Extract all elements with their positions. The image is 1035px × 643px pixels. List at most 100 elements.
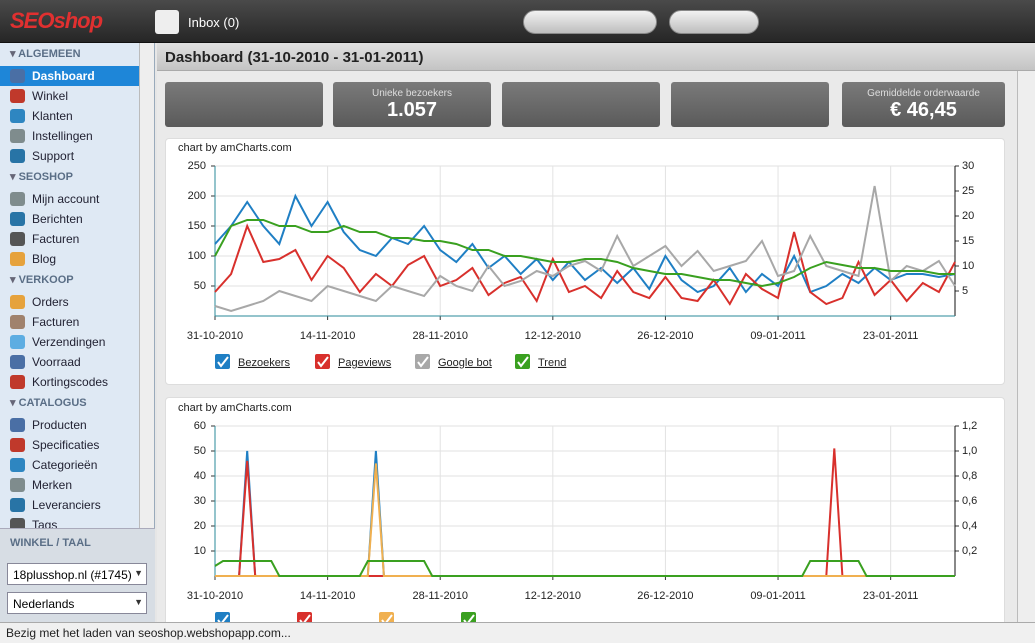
status-bar: Bezig met het laden van seoshop.webshopa… bbox=[0, 622, 1035, 643]
store-panel: WINKEL / TAAL 18plusshop.nl (#1745) Nede… bbox=[0, 528, 155, 622]
stat-box bbox=[671, 82, 829, 127]
menu-label: Winkel bbox=[32, 89, 69, 103]
menu-icon bbox=[10, 355, 25, 369]
menu-item[interactable]: Voorraad bbox=[0, 352, 139, 372]
chart-panel bbox=[165, 397, 1005, 637]
scrollbar[interactable] bbox=[139, 43, 154, 528]
menu-icon bbox=[10, 89, 25, 103]
legend-check bbox=[417, 356, 429, 368]
menu-label: Orders bbox=[32, 295, 69, 309]
series-line bbox=[215, 448, 955, 577]
menu-item[interactable]: Tags bbox=[0, 515, 139, 528]
menu-icon bbox=[10, 418, 25, 432]
y-tick-label: 10 bbox=[194, 545, 206, 557]
stat-box bbox=[165, 82, 323, 127]
y2-tick-label: 25 bbox=[962, 185, 974, 197]
y-tick-label: 60 bbox=[194, 420, 206, 432]
menu-item[interactable]: Mijn account bbox=[0, 189, 139, 209]
tool-buttons[interactable] bbox=[669, 10, 759, 34]
x-tick-label: 31-10-2010 bbox=[187, 590, 243, 602]
legend-label[interactable]: Trend bbox=[538, 357, 566, 369]
menu-item[interactable]: Producten bbox=[0, 415, 139, 435]
menu-item[interactable]: Leveranciers bbox=[0, 495, 139, 515]
series-line bbox=[214, 560, 955, 577]
menu-item[interactable]: Orders bbox=[0, 292, 139, 312]
legend-label[interactable]: Google bot bbox=[438, 357, 492, 369]
series-line bbox=[215, 450, 955, 577]
x-tick-label: 26-12-2010 bbox=[637, 590, 693, 602]
menu-label: Facturen bbox=[32, 232, 80, 246]
x-tick-label: 09-01-2011 bbox=[750, 590, 805, 602]
scrollbar[interactable] bbox=[1017, 71, 1035, 622]
menu-label: Berichten bbox=[32, 212, 83, 226]
menu-icon bbox=[10, 315, 25, 329]
y-tick-label: 150 bbox=[188, 220, 206, 232]
legend-label[interactable]: Bezoekers bbox=[238, 357, 290, 369]
legend-check bbox=[217, 356, 229, 368]
y2-tick-label: 0,2 bbox=[962, 545, 977, 557]
menu-item[interactable]: Merken bbox=[0, 475, 139, 495]
x-tick-label: 09-01-2011 bbox=[750, 330, 805, 342]
top-bar: SEOshop Inbox (0) bbox=[0, 0, 1035, 43]
menu-item[interactable]: Berichten bbox=[0, 209, 139, 229]
y2-tick-label: 5 bbox=[962, 285, 968, 297]
menu-section: ALGEMEEN bbox=[0, 43, 139, 66]
menu-label: Instellingen bbox=[32, 129, 93, 143]
series-line bbox=[215, 463, 955, 577]
menu-label: Merken bbox=[32, 478, 73, 492]
menu-item[interactable]: Dashboard bbox=[0, 66, 139, 86]
menu-item[interactable]: Instellingen bbox=[0, 126, 139, 146]
menu-item[interactable]: Facturen bbox=[0, 312, 139, 332]
menu-icon bbox=[10, 438, 25, 452]
x-tick-label: 28-11-2010 bbox=[412, 590, 467, 602]
inbox[interactable]: Inbox (0) bbox=[188, 15, 240, 30]
menu-item[interactable]: Specificaties bbox=[0, 435, 139, 455]
menu-label: Voorraad bbox=[32, 355, 81, 369]
y2-tick-label: 1,0 bbox=[962, 445, 977, 457]
menu-item[interactable]: Blog bbox=[0, 249, 139, 269]
y-tick-label: 250 bbox=[188, 160, 206, 172]
stat-label: Unieke bezoekers bbox=[371, 88, 453, 99]
menu-item[interactable]: Klanten bbox=[0, 106, 139, 126]
menu-icon bbox=[10, 129, 25, 143]
menu-icon bbox=[10, 149, 25, 163]
page-title: Dashboard (31-10-2010 - 31-01-2011) bbox=[157, 43, 1035, 71]
y2-tick-label: 0,6 bbox=[962, 495, 977, 507]
legend-check bbox=[463, 614, 475, 622]
legend-checkbox bbox=[515, 354, 530, 369]
menu-icon bbox=[10, 212, 25, 226]
y-tick-label: 40 bbox=[194, 470, 206, 482]
stat-box: Unieke bezoekers 1.057 bbox=[333, 82, 491, 127]
menu-item[interactable]: Verzendingen bbox=[0, 332, 139, 352]
y-tick-label: 200 bbox=[188, 190, 206, 202]
menu-label: Dashboard bbox=[32, 69, 95, 83]
menu-icon bbox=[10, 69, 25, 83]
y2-tick-label: 30 bbox=[962, 160, 974, 172]
y-tick-label: 30 bbox=[194, 495, 206, 507]
menu-label: Klanten bbox=[32, 109, 73, 123]
language-select[interactable]: Nederlands bbox=[7, 592, 147, 614]
legend-check bbox=[517, 356, 529, 368]
y-tick-label: 20 bbox=[194, 520, 206, 532]
stat-box bbox=[502, 82, 660, 127]
x-tick-label: 23-01-2011 bbox=[863, 330, 918, 342]
menu-item[interactable]: Winkel bbox=[0, 86, 139, 106]
legend-label[interactable]: Pageviews bbox=[338, 357, 392, 369]
menu-item[interactable]: Facturen bbox=[0, 229, 139, 249]
store-select[interactable]: 18plusshop.nl (#1745) bbox=[7, 563, 147, 585]
menu-item[interactable]: Categorieën bbox=[0, 455, 139, 475]
logo[interactable]: SEOshop bbox=[10, 8, 103, 33]
avatar[interactable] bbox=[155, 10, 179, 34]
menu-icon bbox=[10, 518, 25, 528]
menu-icon bbox=[10, 458, 25, 472]
menu-label: Verzendingen bbox=[32, 335, 106, 349]
menu-icon bbox=[10, 498, 25, 512]
stat-box: Gemiddelde orderwaarde € 46,45 bbox=[842, 82, 1005, 127]
x-tick-label: 31-10-2010 bbox=[187, 330, 243, 342]
menu-item[interactable]: Support bbox=[0, 146, 139, 166]
x-tick-label: 12-12-2010 bbox=[525, 590, 581, 602]
menu-label: Producten bbox=[32, 418, 87, 432]
nav-buttons[interactable] bbox=[523, 10, 657, 34]
menu-item[interactable]: Kortingscodes bbox=[0, 372, 139, 392]
stat-value: € 46,45 bbox=[890, 99, 957, 121]
